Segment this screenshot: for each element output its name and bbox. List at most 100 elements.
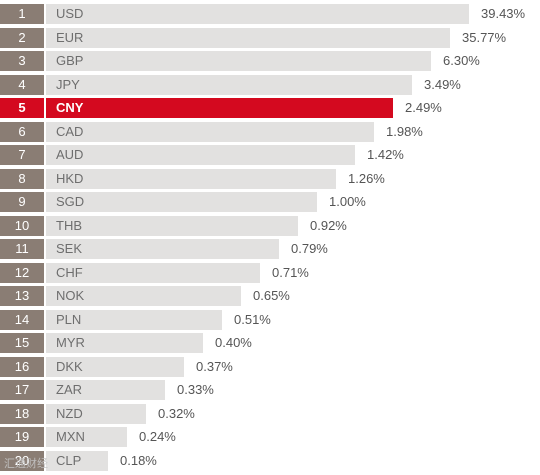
- bar: [46, 168, 336, 189]
- rank-label: 9: [0, 192, 44, 212]
- currency-code-label: PLN: [56, 311, 82, 327]
- bar-row-clp: 20 CLP 0.18%: [0, 450, 540, 471]
- currency-code-label: DKK: [56, 358, 83, 374]
- rank-label: 3: [0, 51, 44, 71]
- watermark: 汇通财经: [4, 458, 48, 470]
- currency-code-label: MYR: [56, 335, 85, 350]
- bar: [46, 192, 317, 212]
- bar-row-sgd: 9 SGD 1.00%: [0, 192, 540, 212]
- value-label: 0.40%: [215, 335, 252, 350]
- bar-row-usd: 1 USD 39.43%: [0, 4, 540, 24]
- value-label: 0.65%: [253, 288, 290, 303]
- rank-label: 7: [0, 145, 44, 165]
- bar: [46, 74, 412, 95]
- currency-code-label: ZAR: [56, 382, 82, 397]
- value-label: 1.00%: [329, 194, 366, 209]
- bar-row-eur: 2 EUR 35.77%: [0, 27, 540, 48]
- bar-row-sek: 11 SEK 0.79%: [0, 239, 540, 259]
- bar: [46, 4, 469, 24]
- bar-row-cad: 6 CAD 1.98%: [0, 121, 540, 142]
- rank-label: 6: [0, 121, 44, 142]
- value-label: 0.92%: [310, 217, 347, 233]
- currency-code-label: THB: [56, 217, 82, 233]
- bar-row-gbp: 3 GBP 6.30%: [0, 51, 540, 71]
- bar-row-myr: 15 MYR 0.40%: [0, 333, 540, 353]
- bar-row-nzd: 18 NZD 0.32%: [0, 403, 540, 424]
- value-label: 39.43%: [481, 6, 526, 21]
- currency-code-label: CAD: [56, 123, 84, 139]
- bar-row-pln: 14 PLN 0.51%: [0, 309, 540, 330]
- currency-code-label: CNY: [56, 100, 84, 115]
- bar: [46, 427, 127, 447]
- bar: [46, 262, 260, 283]
- currency-code-label: USD: [56, 6, 84, 21]
- currency-code-label: GBP: [56, 53, 84, 68]
- bar: [46, 27, 450, 48]
- value-label: 1.42%: [367, 147, 404, 162]
- value-label: 1.26%: [348, 170, 385, 186]
- currency-code-label: JPY: [56, 76, 80, 92]
- rank-label: 1: [0, 4, 44, 24]
- rank-label: 20: [0, 450, 44, 471]
- bar: [46, 239, 279, 259]
- value-label: 0.32%: [158, 405, 195, 421]
- currency-code-label: CHF: [56, 264, 83, 280]
- value-label: 3.49%: [424, 76, 461, 92]
- bar-row-aud: 7 AUD 1.42%: [0, 145, 540, 165]
- bar-row-nok: 13 NOK 0.65%: [0, 286, 540, 306]
- currency-code-label: CLP: [56, 452, 82, 468]
- bar: [46, 51, 431, 71]
- currency-code-label: SGD: [56, 194, 85, 209]
- bar-row-dkk: 16 DKK 0.37%: [0, 356, 540, 377]
- rank-label: 14: [0, 309, 44, 330]
- currency-code-label: EUR: [56, 29, 84, 45]
- currency-code-label: AUD: [56, 147, 84, 162]
- rank-label: 13: [0, 286, 44, 306]
- rank-label: 15: [0, 333, 44, 353]
- bar-row-chf: 12 CHF 0.71%: [0, 262, 540, 283]
- rank-label: 19: [0, 427, 44, 447]
- bar-row-zar: 17 ZAR 0.33%: [0, 380, 540, 400]
- rank-label: 17: [0, 380, 44, 400]
- currency-code-label: SEK: [56, 241, 83, 256]
- currency-code-label: NZD: [56, 405, 83, 421]
- bar: [46, 333, 203, 353]
- bar: [46, 450, 108, 471]
- rank-label: 2: [0, 27, 44, 48]
- rank-label: 8: [0, 168, 44, 189]
- bar: [46, 309, 222, 330]
- bar-row-hkd: 8 HKD 1.26%: [0, 168, 540, 189]
- rank-label: 11: [0, 239, 44, 259]
- rank-label: 10: [0, 215, 44, 236]
- bar-row-cny: 5 CNY 2.49%: [0, 98, 540, 118]
- bar: [46, 121, 374, 142]
- value-label: 2.49%: [405, 100, 442, 115]
- rank-label: 5: [0, 98, 44, 118]
- currency-code-label: MXN: [56, 429, 85, 444]
- bar: [46, 215, 298, 236]
- rank-label: 16: [0, 356, 44, 377]
- value-label: 0.37%: [196, 358, 233, 374]
- currency-code-label: HKD: [56, 170, 84, 186]
- value-label: 0.79%: [291, 241, 328, 256]
- bar: [46, 286, 241, 306]
- rank-label: 12: [0, 262, 44, 283]
- bar: [46, 403, 146, 424]
- value-label: 0.51%: [234, 311, 271, 327]
- bar-row-mxn: 19 MXN 0.24%: [0, 427, 540, 447]
- value-label: 0.24%: [139, 429, 176, 444]
- rank-label: 4: [0, 74, 44, 95]
- bar-row-jpy: 4 JPY 3.49%: [0, 74, 540, 95]
- value-label: 0.18%: [120, 452, 157, 468]
- value-label: 35.77%: [462, 29, 507, 45]
- bar: [46, 380, 165, 400]
- bar: [46, 98, 393, 118]
- value-label: 6.30%: [443, 53, 480, 68]
- bar: [46, 356, 184, 377]
- value-label: 0.71%: [272, 264, 309, 280]
- value-label: 0.33%: [177, 382, 214, 397]
- currency-code-label: NOK: [56, 288, 85, 303]
- rank-label: 18: [0, 403, 44, 424]
- bar-row-thb: 10 THB 0.92%: [0, 215, 540, 236]
